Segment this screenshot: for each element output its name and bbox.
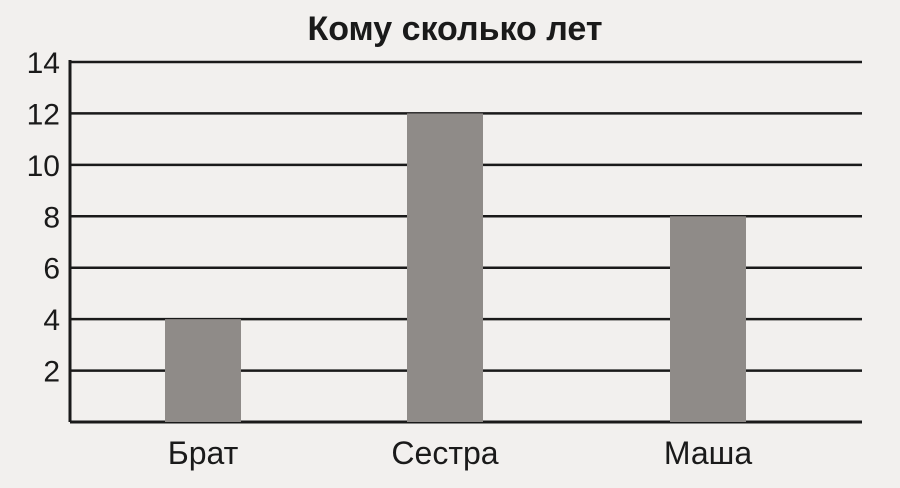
y-tick-label: 6 xyxy=(43,253,60,286)
y-tick-label: 4 xyxy=(43,304,60,337)
x-category-label: Сестра xyxy=(391,435,498,471)
y-tick-label: 8 xyxy=(43,201,60,234)
bar xyxy=(670,216,746,422)
y-tick-label: 14 xyxy=(27,47,60,80)
x-category-labels: Брат Сестра Маша xyxy=(168,435,753,471)
bars xyxy=(165,113,746,422)
x-category-label: Брат xyxy=(168,435,239,471)
x-category-label: Маша xyxy=(664,435,752,471)
y-tick-label: 12 xyxy=(27,98,60,131)
y-tick-label: 10 xyxy=(27,150,60,183)
y-tick-labels: 2 4 6 8 10 12 14 xyxy=(27,47,60,389)
y-tick-label: 2 xyxy=(43,356,60,389)
bar xyxy=(407,113,483,422)
bar xyxy=(165,319,241,422)
chart-title: Кому сколько лет xyxy=(307,10,602,48)
